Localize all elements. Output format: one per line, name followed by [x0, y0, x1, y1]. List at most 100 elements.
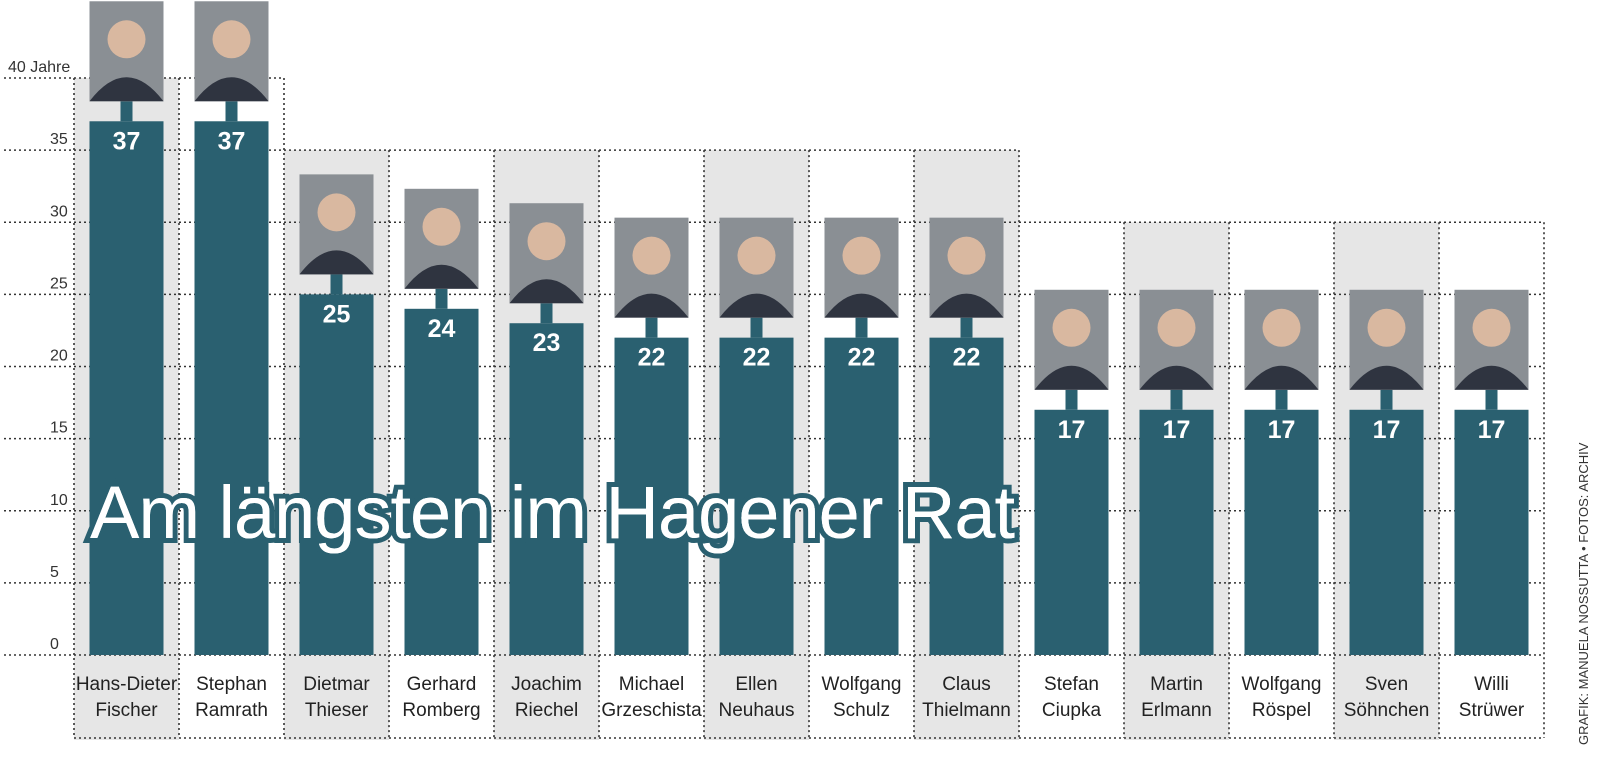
portrait-face [1262, 308, 1301, 347]
category-label-line: Stephan [196, 674, 267, 695]
bar [404, 308, 479, 655]
category-label: Ellen Neuhaus [704, 672, 809, 724]
photo-credit: GRAFIK: MANUELA NOSSUTTA • FOTOS: ARCHIV [1576, 442, 1591, 745]
category-label-line: Joachim [511, 674, 582, 695]
portrait-shoulders [1034, 365, 1109, 390]
category-label-line: Michael [618, 674, 685, 695]
category-label-line: Ramrath [195, 700, 268, 721]
bar-value-label: 22 [638, 344, 666, 372]
bar-value-label: 22 [953, 344, 981, 372]
bar-connector [435, 288, 448, 309]
portrait-face [1367, 308, 1406, 347]
bar [89, 121, 164, 655]
bar-connector [855, 317, 868, 338]
y-tick-label: 10 [50, 492, 68, 509]
bar [614, 337, 689, 655]
y-tick-label: 0 [50, 636, 59, 653]
portrait-shoulders [299, 250, 374, 275]
bar-connector [225, 101, 238, 122]
bar-value-label: 17 [1478, 416, 1506, 444]
portrait-shoulders [1349, 365, 1424, 390]
bar-value-label: 17 [1268, 416, 1296, 444]
y-tick-label: 40 Jahre [8, 59, 70, 76]
bar-value-label: 17 [1163, 416, 1191, 444]
bar [509, 323, 584, 655]
bar-value-label: 17 [1058, 416, 1086, 444]
portrait-shoulders [719, 293, 794, 318]
category-label-line: Ellen [735, 674, 778, 695]
category-label: Hans-Dieter Fischer [74, 672, 179, 724]
bar [1244, 409, 1319, 655]
bar-value-label: 17 [1373, 416, 1401, 444]
y-tick-label: 5 [50, 564, 59, 581]
bar-value-label: 37 [218, 127, 246, 155]
bar-connector [960, 317, 973, 338]
category-label-line: Sven [1364, 674, 1409, 695]
bar-connector [1275, 389, 1288, 410]
bar [719, 337, 794, 655]
category-label: Joachim Riechel [494, 672, 599, 724]
portrait-face [317, 193, 356, 232]
chart-title-outline: Am längsten im Hagener Rat [85, 466, 1020, 559]
category-label: Michael Grzeschista [599, 672, 704, 724]
chart-title: Am längsten im Hagener Rat [90, 471, 1015, 554]
bar-connector [330, 274, 343, 295]
category-label-line: Thieser [304, 700, 369, 721]
category-label: Stefan Ciupka [1019, 672, 1124, 724]
portrait-face [422, 207, 461, 246]
bar-value-label: 22 [743, 344, 771, 372]
bar [194, 121, 269, 655]
category-label-line: Gerhard [406, 674, 477, 695]
portrait-shoulders [404, 264, 479, 289]
y-tick-label: 15 [50, 420, 68, 437]
bar [1454, 409, 1529, 655]
portrait-shoulders [614, 293, 689, 318]
y-tick-label: 30 [50, 203, 68, 220]
category-label: Gerhard Romberg [389, 672, 494, 724]
category-label: Sven Söhnchen [1334, 672, 1439, 724]
category-label-line: Ciupka [1041, 700, 1102, 721]
category-label-line: Romberg [402, 700, 481, 721]
category-label-line: Strüwer [1458, 700, 1525, 721]
portrait-shoulders [929, 293, 1004, 318]
category-label: Claus Thielmann [914, 672, 1019, 724]
portrait-face [737, 236, 776, 275]
y-tick-label: 25 [50, 275, 68, 292]
category-label-line: Willi [1474, 674, 1509, 695]
category-label: Martin Erlmann [1124, 672, 1229, 724]
bar-connector [1170, 389, 1183, 410]
category-label-line: Dietmar [303, 674, 370, 695]
category-label-line: Erlmann [1141, 700, 1212, 721]
category-label-line: Hans-Dieter [75, 674, 178, 695]
category-label-line: Thielmann [922, 700, 1011, 721]
portrait-shoulders [1139, 365, 1214, 390]
portrait-face [1157, 308, 1196, 347]
bar-connector [1065, 389, 1078, 410]
portrait-shoulders [1244, 365, 1319, 390]
portrait-face [107, 20, 146, 59]
category-label-line: Stefan [1044, 674, 1099, 695]
category-label-line: Wolfgang [821, 674, 902, 695]
portrait-shoulders [509, 279, 584, 304]
portrait-shoulders [1454, 365, 1529, 390]
portrait-face [632, 236, 671, 275]
portrait-face [1052, 308, 1091, 347]
category-label-line: Riechel [514, 700, 579, 721]
category-label: Wolfgang Schulz [809, 672, 914, 724]
portrait-shoulders [194, 77, 269, 102]
bar [1139, 409, 1214, 655]
portrait-face [212, 20, 251, 59]
category-label: Willi Strüwer [1439, 672, 1544, 724]
category-label-line: Claus [942, 674, 991, 695]
bar-value-label: 23 [533, 329, 561, 357]
category-label-line: Wolfgang [1241, 674, 1322, 695]
bar-connector [1380, 389, 1393, 410]
bar [929, 337, 1004, 655]
portrait-face [947, 236, 986, 275]
portrait-face [527, 222, 566, 261]
portrait-face [842, 236, 881, 275]
category-label-line: Grzeschista [601, 700, 702, 721]
category-label-line: Fischer [95, 700, 158, 721]
